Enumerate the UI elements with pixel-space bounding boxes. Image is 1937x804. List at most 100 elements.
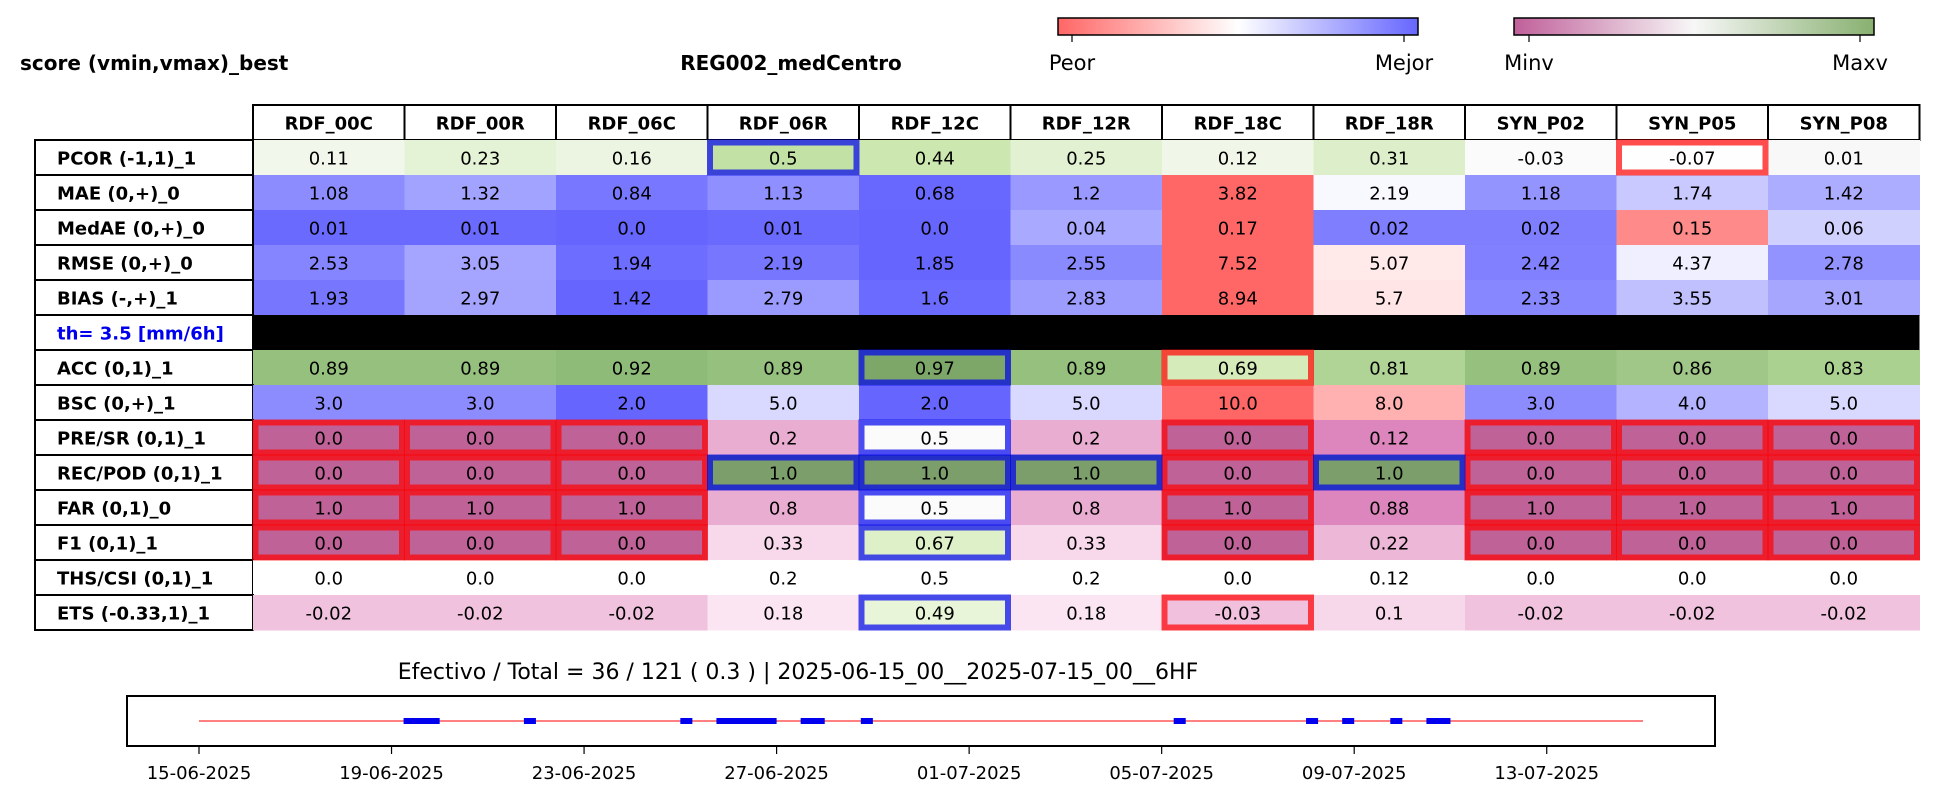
value-label: 0.0 [1678,429,1707,450]
row-label: FAR (0,1)_0 [57,499,171,520]
value-label: 0.0 [314,569,343,590]
value-label: 5.0 [1072,394,1101,415]
value-label: 1.0 [920,464,949,485]
value-cell [1010,280,1163,316]
value-label: 8.0 [1375,394,1404,415]
value-label: -0.02 [1517,604,1564,625]
value-label: 0.97 [915,359,955,380]
value-label: 1.0 [1526,499,1555,520]
column-header-label: SYN_P05 [1648,114,1736,135]
value-cell [1162,210,1314,246]
value-label: 0.16 [612,149,652,170]
worst-highlight [252,419,405,456]
row-label: THS/CSI (0,1)_1 [57,569,213,590]
value-cell [253,560,405,596]
row-label: F1 (0,1)_1 [57,534,158,555]
value-label: 0.18 [763,604,803,625]
value-cell [1313,350,1466,386]
value-cell [1465,175,1617,211]
value-cell [1010,210,1163,246]
score-table: RDF_00C RDF_00R RDF_06C RDF_06R RDF_12C RDF_1… [34,104,1921,631]
value-cell [404,140,557,176]
row-label: BIAS (-,+)_1 [57,289,178,310]
value-label: 2.78 [1824,254,1864,275]
best-highlight [1010,454,1163,491]
value-label: 1.42 [612,289,652,310]
timeline-plot: 15-06-2025 19-06-2025 23-06-2025 27-06-2025… [126,695,1716,784]
worst-highlight [1767,454,1920,491]
row-label: REC/POD (0,1)_1 [57,464,223,485]
value-label: 0.68 [915,184,955,205]
value-cell [404,245,557,281]
value-label: 0.89 [1066,359,1106,380]
value-label: -0.02 [1669,604,1716,625]
row-label-cell [34,559,254,596]
value-label: 0.12 [1218,149,1258,170]
value-label: 5.0 [769,394,798,415]
value-label: 0.0 [1223,429,1252,450]
value-cell [1465,385,1617,421]
value-label: 0.89 [763,359,803,380]
value-label: 1.08 [309,184,349,205]
value-cell [253,280,405,316]
worst-highlight [404,524,557,561]
value-label: 1.0 [314,499,343,520]
column-header-label: RDF_18R [1345,114,1434,135]
value-cell [859,560,1011,596]
value-label: 3.55 [1672,289,1712,310]
value-label: 0.88 [1369,499,1409,520]
value-label: 1.0 [1678,499,1707,520]
timeline-tick-label: 05-07-2025 [1109,763,1214,784]
value-cell [1616,175,1769,211]
value-cell [1313,210,1466,246]
value-cell [1010,420,1163,456]
value-label: 0.0 [1678,569,1707,590]
value-label: 0.92 [612,359,652,380]
figure-title-left: score (vmin,vmax)_best [20,51,289,75]
value-cell [253,140,405,176]
column-header-label: RDF_12R [1042,114,1131,135]
colorbar-score: Peor Mejor [1049,17,1434,75]
value-cell [253,210,405,246]
value-cell [404,210,557,246]
value-cell [1313,525,1466,561]
value-cell [1768,140,1920,176]
value-cell [1768,385,1920,421]
value-cell [1010,175,1163,211]
colorbar-minmax-left-label: Minv [1504,51,1554,75]
column-header-label: RDF_00R [436,114,525,135]
value-label: 1.6 [920,289,949,310]
worst-highlight [1767,489,1920,526]
effective-segment [523,718,536,724]
value-cell [707,525,860,561]
value-label: 7.52 [1218,254,1258,275]
worst-highlight [1616,419,1769,456]
value-cell [404,560,557,596]
value-label: 0.0 [1223,534,1252,555]
value-label: -0.02 [1820,604,1867,625]
value-cell [1162,385,1314,421]
row-label: PCOR (-1,1)_1 [57,149,196,170]
value-label: 5.7 [1375,289,1404,310]
value-label: 0.23 [460,149,500,170]
column-header-label: RDF_12C [891,114,979,135]
value-cell [1768,175,1920,211]
value-label: -0.03 [1517,149,1564,170]
value-cell [1768,595,1920,631]
value-cell [1313,560,1466,596]
value-label: 0.8 [769,499,798,520]
column-header-label: SYN_P08 [1800,114,1888,135]
value-label: 0.0 [466,464,495,485]
value-cell [707,245,860,281]
worst-highlight [555,454,708,491]
value-label: 0.0 [1829,429,1858,450]
value-cell [707,595,860,631]
value-label: 10.0 [1218,394,1258,415]
value-label: 0.0 [1829,464,1858,485]
value-label: 1.0 [769,464,798,485]
value-label: 1.18 [1521,184,1561,205]
value-cell [1313,280,1466,316]
value-label: -0.02 [305,604,352,625]
value-cell [1616,385,1769,421]
